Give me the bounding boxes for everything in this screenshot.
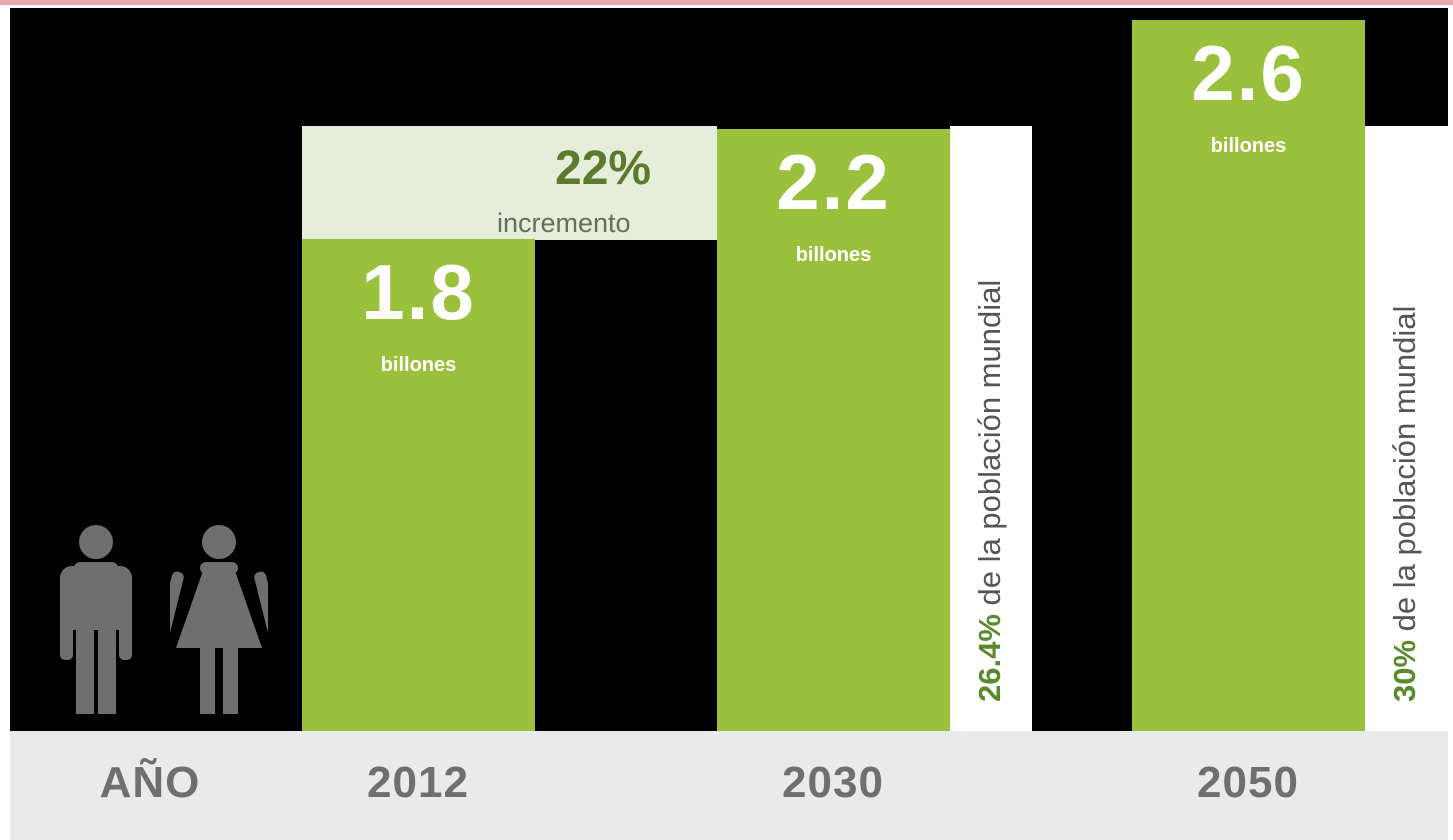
population-share-2050: 30% de la población mundial <box>1387 305 1422 702</box>
data-label-2050: 2.6 <box>1191 28 1306 117</box>
x-tick-label-2012: 2012 <box>367 758 469 807</box>
x-tick-label-2030: 2030 <box>782 758 884 807</box>
share-panel-2030 <box>950 126 1032 731</box>
unit-label-2012: billones <box>380 353 457 376</box>
increase-band <box>302 126 717 240</box>
bar-2050 <box>1132 19 1365 731</box>
population-share-2030: 26.4% de la población mundial <box>972 279 1007 702</box>
increase-percent: 22% <box>555 142 652 195</box>
population-share-text-2050: de la población mundial <box>1387 305 1422 640</box>
x-tick-label-2050: 2050 <box>1197 758 1299 807</box>
axis-title: AÑO <box>99 758 201 807</box>
top-accent-stripe <box>0 0 1453 5</box>
unit-label-2030: billones <box>795 244 872 267</box>
bar-2012 <box>302 238 535 731</box>
man-icon <box>60 525 132 714</box>
share-panel-2050 <box>1364 126 1448 731</box>
bar-2030 <box>717 129 950 731</box>
data-label-2012: 1.8 <box>361 247 476 336</box>
increase-label: incremento <box>497 208 631 238</box>
woman-icon <box>170 525 268 714</box>
unit-label-2050: billones <box>1210 134 1287 157</box>
population-share-pct-2030: 26.4% <box>972 614 1007 702</box>
axis-strip <box>10 731 1448 840</box>
population-share-text-2030: de la población mundial <box>972 279 1007 615</box>
data-label-2030: 2.2 <box>776 138 891 227</box>
population-share-pct-2050: 30% <box>1387 639 1422 702</box>
